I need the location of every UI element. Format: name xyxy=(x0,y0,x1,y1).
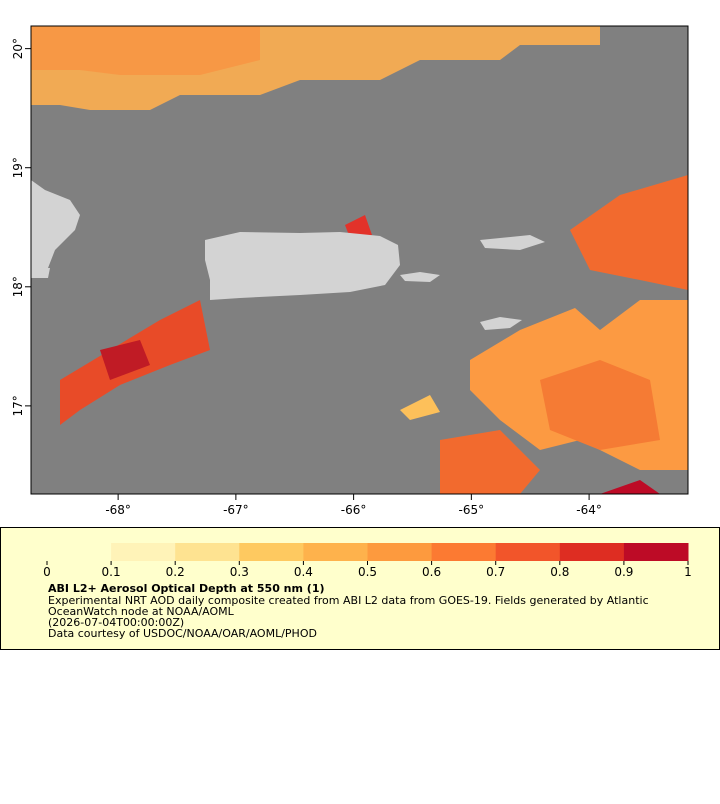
y-tick-label: 20° xyxy=(11,38,25,59)
colorbar-tick-label: 0.5 xyxy=(358,565,377,579)
colorbar-tick-label: 0.1 xyxy=(102,565,121,579)
colorbar-tick-label: 1 xyxy=(684,565,692,579)
land xyxy=(31,180,545,330)
y-tick-label: 17° xyxy=(11,395,25,416)
colorbar-swatch xyxy=(303,543,368,561)
colorbar-tick-label: 0.2 xyxy=(166,565,185,579)
st-croix xyxy=(480,317,522,330)
x-tick-label: -64° xyxy=(576,503,602,517)
puerto-rico xyxy=(205,232,400,300)
description-line: OceanWatch node at NOAA/AOML xyxy=(48,605,235,618)
colorbar-swatch xyxy=(367,543,433,561)
colorbar-swatch xyxy=(111,543,176,561)
y-tick-label: 18° xyxy=(11,276,25,297)
colorbar-swatch xyxy=(495,543,561,561)
vieques xyxy=(400,272,440,282)
description-line: (2026-07-04T00:00:00Z) xyxy=(48,616,184,629)
colorbar-swatch xyxy=(47,543,112,561)
colorbar-tick-label: 0 xyxy=(43,565,51,579)
virgin-islands xyxy=(480,235,545,250)
colorbar-swatch xyxy=(175,543,240,561)
colorbar-swatch xyxy=(623,543,689,561)
colorbar-tick-label: 0.9 xyxy=(614,565,633,579)
x-tick-label: -67° xyxy=(223,503,249,517)
map-frame xyxy=(30,25,689,495)
description-line: Data courtesy of USDOC/NOAA/OAR/AOML/PHO… xyxy=(48,627,317,640)
x-tick-label: -65° xyxy=(459,503,485,517)
colorbar-swatch xyxy=(431,543,497,561)
colorbar-tick-label: 0.7 xyxy=(486,565,505,579)
colorbar-swatch xyxy=(559,543,625,561)
title: ABI L2+ Aerosol Optical Depth at 550 nm … xyxy=(48,582,325,595)
colorbar-tick-label: 0.6 xyxy=(422,565,441,579)
description-line: Experimental NRT AOD daily composite cre… xyxy=(48,594,649,607)
colorbar-tick-label: 0.4 xyxy=(294,565,313,579)
colorbar-swatch xyxy=(239,543,304,561)
islet xyxy=(31,268,50,278)
aod-patches xyxy=(31,26,688,494)
colorbar-tick-label: 0.8 xyxy=(550,565,569,579)
x-tick-label: -66° xyxy=(341,503,367,517)
y-tick-label: 19° xyxy=(11,157,25,178)
x-tick-label: -68° xyxy=(105,503,131,517)
hispaniola xyxy=(31,180,80,270)
colorbar-tick-label: 0.3 xyxy=(230,565,249,579)
